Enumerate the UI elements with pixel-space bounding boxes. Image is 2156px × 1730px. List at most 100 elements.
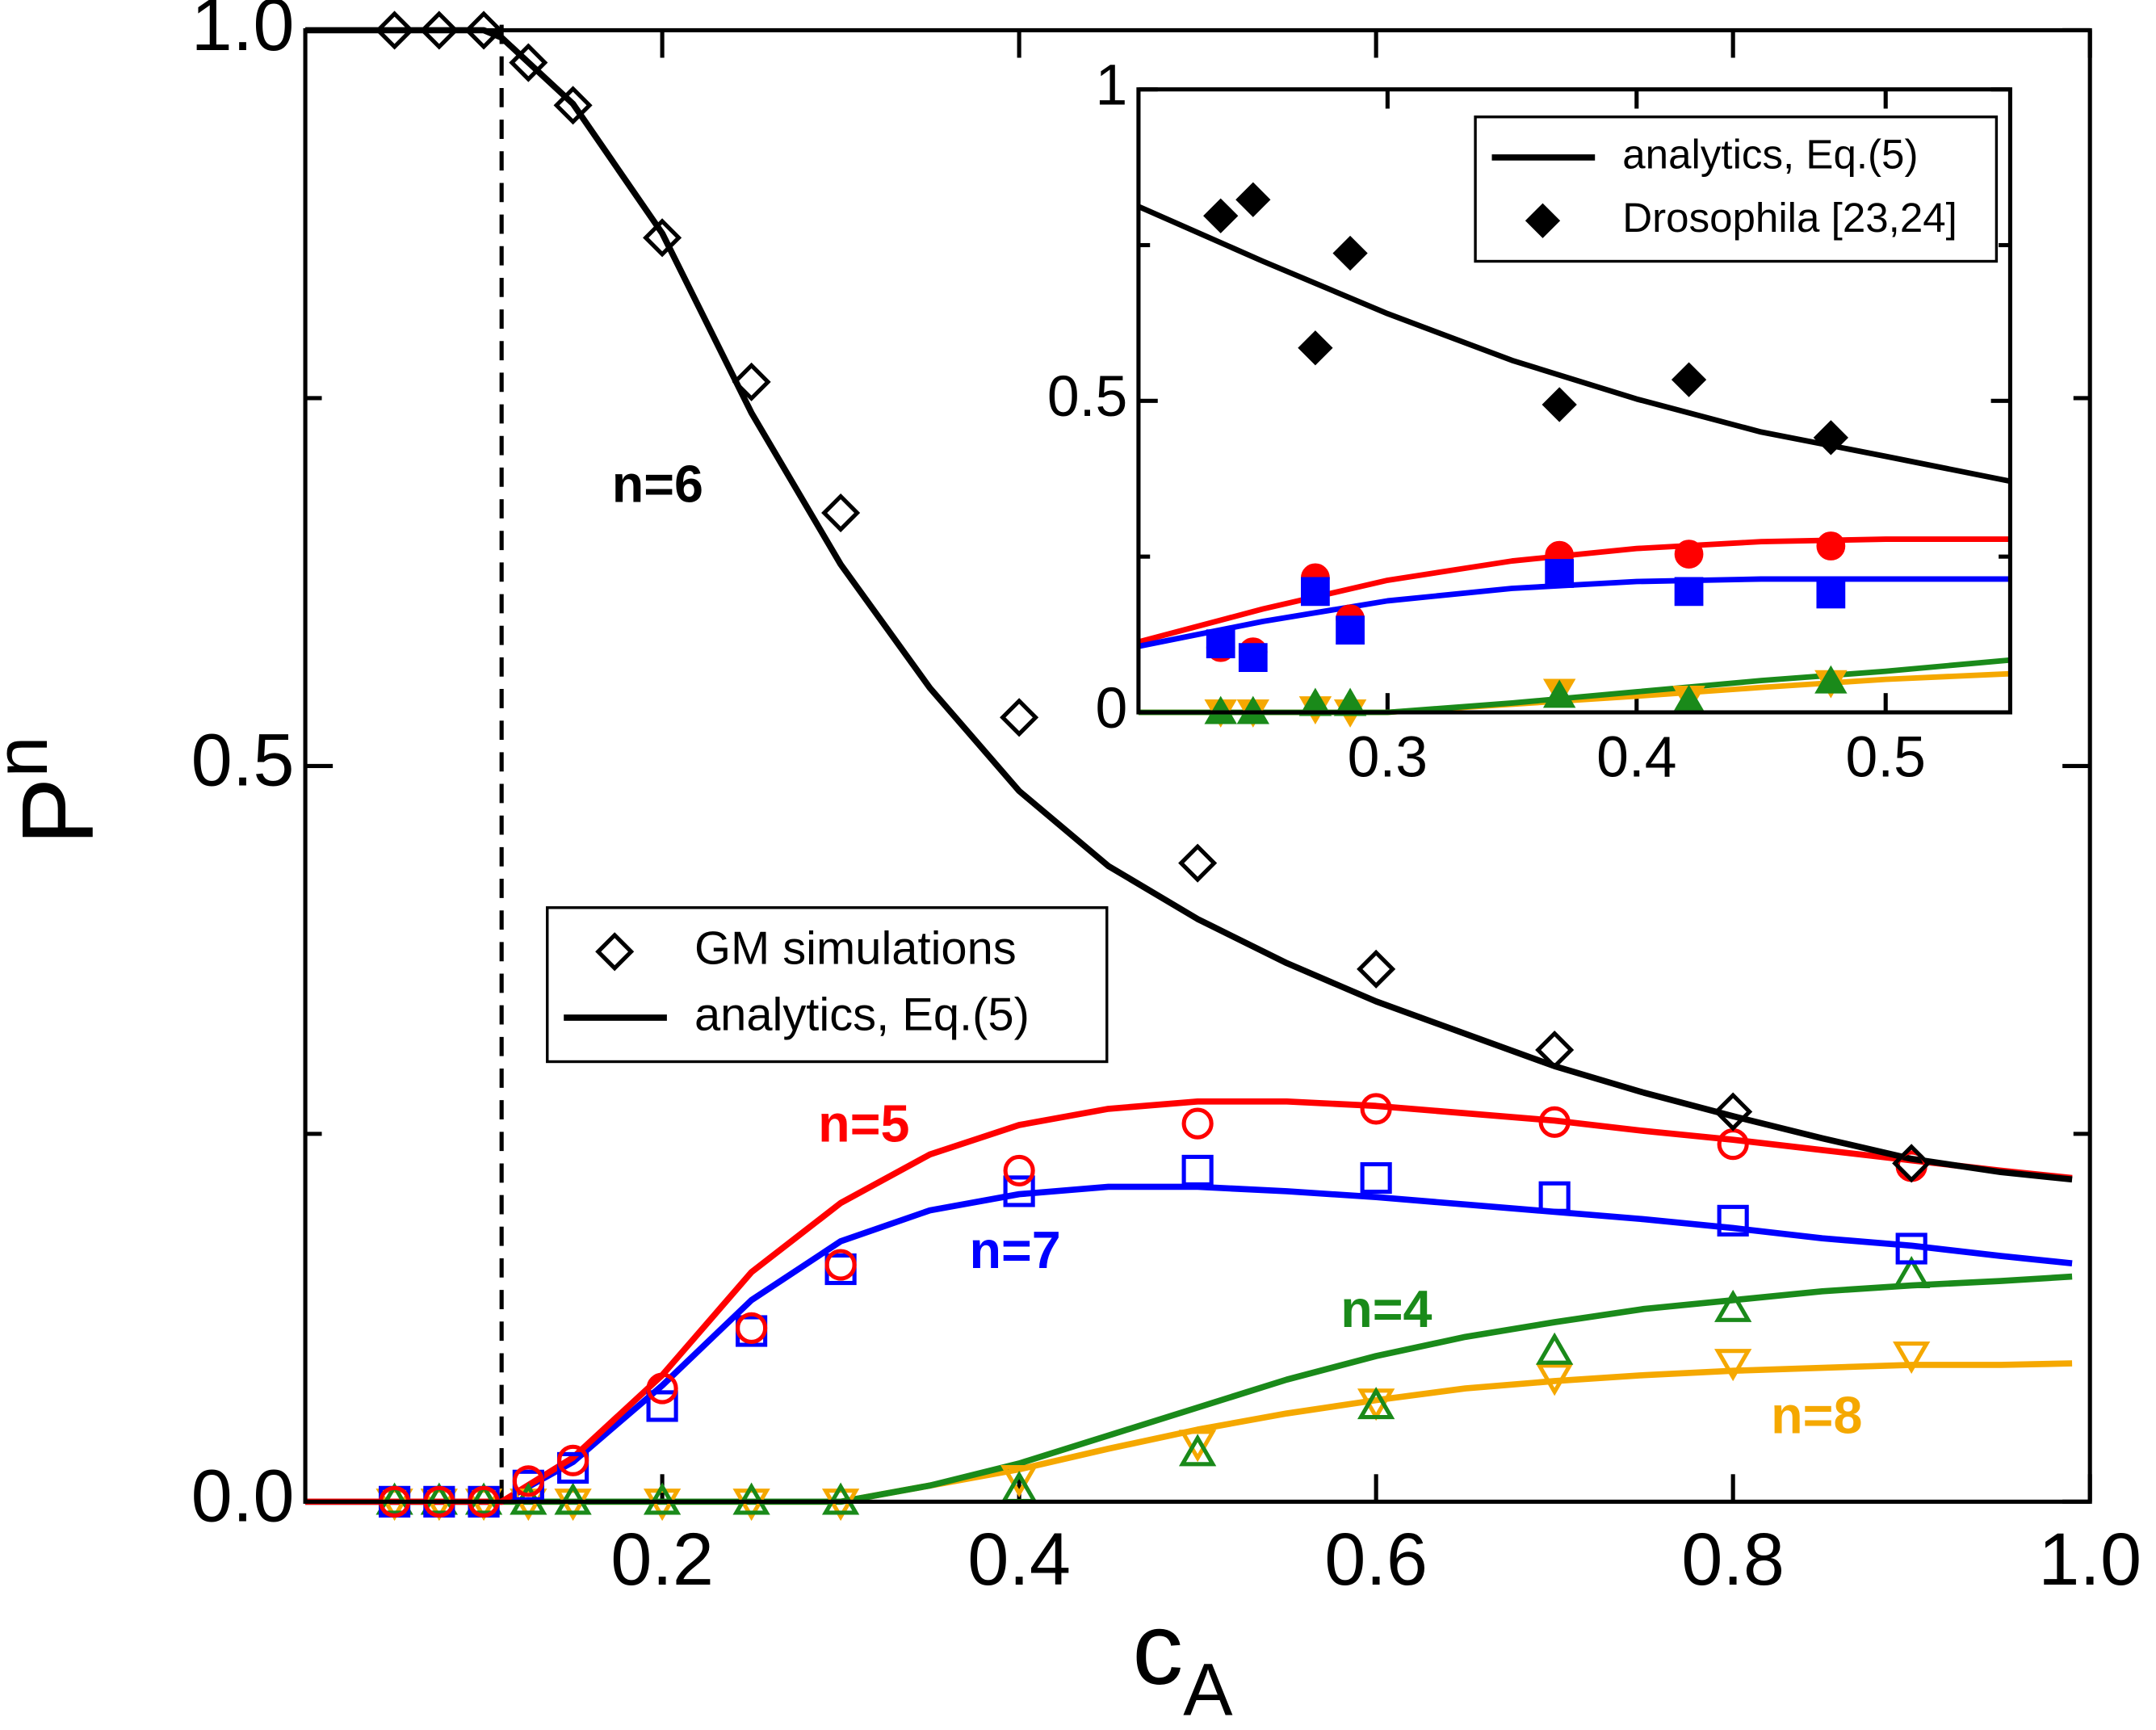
- marker-diamond: [1813, 420, 1848, 456]
- marker-diamond: [1203, 198, 1239, 233]
- analytic-line: [1137, 204, 2011, 485]
- marker-diamond: [464, 10, 504, 50]
- marker-square: [646, 1390, 678, 1422]
- marker-circle: [557, 1444, 589, 1476]
- marker-diamond: [643, 218, 682, 258]
- marker-circle: [646, 1372, 678, 1405]
- marker-diamond: [595, 932, 635, 972]
- marker-square: [1206, 629, 1235, 659]
- legend-label: analytics, Eq.(5): [1622, 131, 1918, 177]
- marker-diamond: [1298, 330, 1333, 366]
- marker-triangle-up: [1542, 679, 1576, 708]
- y-axis-label: Pn: [0, 736, 115, 845]
- marker-diamond: [1671, 362, 1707, 397]
- marker-square: [1238, 643, 1268, 673]
- marker-circle: [1674, 540, 1704, 569]
- marker-triangle-up: [1893, 1255, 1931, 1288]
- analytic-line: [1138, 576, 2011, 649]
- marker-diamond: [1332, 235, 1368, 271]
- y-tick-label: 1: [1096, 53, 1128, 118]
- marker-triangle-down: [1535, 1363, 1574, 1396]
- marker-diamond: [1892, 1144, 1932, 1183]
- marker-triangle-down: [1893, 1341, 1931, 1374]
- marker-diamond: [509, 43, 548, 82]
- marker-triangle-up: [1535, 1332, 1574, 1365]
- marker-diamond: [732, 362, 771, 401]
- marker-circle: [512, 1465, 544, 1497]
- plot-frame: [1136, 87, 2012, 715]
- marker-triangle-up: [1333, 687, 1367, 716]
- legend-box: [1474, 115, 1999, 263]
- marker-diamond: [1235, 182, 1271, 217]
- marker-triangle-up: [1814, 665, 1848, 694]
- y-tick-label: 1.0: [191, 0, 295, 66]
- marker-diamond: [553, 86, 593, 125]
- x-tick-label: 0.4: [967, 1518, 1071, 1601]
- x-label-sub: A: [1183, 1649, 1233, 1730]
- marker-square: [1336, 615, 1365, 645]
- marker-circle: [1538, 1106, 1571, 1138]
- marker-diamond: [1713, 1092, 1753, 1132]
- x-label-main: c: [1132, 1592, 1183, 1706]
- marker-circle: [736, 1312, 768, 1344]
- marker-triangle-down: [1000, 1465, 1038, 1498]
- y-tick-label: 0.0: [191, 1455, 295, 1538]
- marker-diamond: [1000, 698, 1039, 737]
- marker-diamond: [821, 493, 861, 533]
- marker-triangle-up: [1357, 1387, 1395, 1420]
- marker-diamond: [1525, 203, 1561, 238]
- curve-label: n=7: [969, 1220, 1060, 1279]
- marker-circle: [1181, 1107, 1214, 1140]
- y-label-main: P: [1, 778, 115, 846]
- marker-circle: [1717, 1128, 1749, 1161]
- marker-square: [1674, 577, 1704, 607]
- curve-label: n=8: [1771, 1385, 1862, 1444]
- marker-square: [1717, 1204, 1749, 1237]
- legend-label: analytics, Eq.(5): [694, 989, 1030, 1040]
- marker-square: [1003, 1175, 1035, 1207]
- y-tick-label: 0: [1096, 676, 1128, 741]
- marker-diamond: [375, 10, 414, 50]
- curve-label: n=4: [1340, 1279, 1432, 1338]
- marker-circle: [824, 1249, 857, 1281]
- marker-diamond: [1535, 1030, 1575, 1070]
- analytic-line: [1138, 536, 2011, 645]
- marker-square: [1360, 1161, 1392, 1195]
- x-tick-label: 0.2: [610, 1518, 714, 1601]
- marker-diamond: [1178, 843, 1218, 883]
- curve-label: n=6: [612, 455, 703, 514]
- legend-label: Drosophila [23,24]: [1622, 195, 1957, 241]
- plot-frame: [303, 27, 2092, 1504]
- marker-diamond: [1357, 949, 1396, 989]
- marker-triangle-down: [1178, 1430, 1217, 1463]
- marker-triangle-up: [1714, 1289, 1752, 1322]
- x-tick-label: 1.0: [2038, 1518, 2141, 1601]
- x-tick-label: 0.8: [1681, 1518, 1785, 1601]
- marker-circle: [1816, 531, 1846, 561]
- marker-square: [1545, 559, 1575, 588]
- marker-square: [1181, 1154, 1214, 1187]
- curve-label: n=5: [818, 1094, 909, 1153]
- x-tick-label: 0.5: [1846, 725, 1926, 790]
- marker-triangle-up: [1178, 1434, 1217, 1467]
- x-tick-label: 0.3: [1348, 725, 1428, 790]
- x-tick-label: 0.4: [1596, 725, 1676, 790]
- marker-diamond: [1541, 387, 1577, 422]
- legend-box: [546, 906, 1109, 1064]
- analytic-line: [305, 1098, 2073, 1505]
- marker-square: [1301, 577, 1330, 607]
- marker-circle: [1003, 1154, 1035, 1187]
- marker-circle: [1360, 1093, 1392, 1125]
- marker-square: [1816, 579, 1846, 609]
- y-tick-label: 0.5: [1047, 364, 1127, 429]
- x-axis-label: cA: [1132, 1592, 1233, 1730]
- legend-label: GM simulations: [694, 923, 1017, 975]
- y-tick-label: 0.5: [191, 720, 295, 802]
- x-tick-label: 0.6: [1324, 1518, 1428, 1601]
- marker-square: [1895, 1232, 1927, 1265]
- marker-square: [1538, 1181, 1571, 1213]
- y-label-sub: n: [0, 736, 63, 777]
- marker-triangle-up: [1298, 687, 1332, 716]
